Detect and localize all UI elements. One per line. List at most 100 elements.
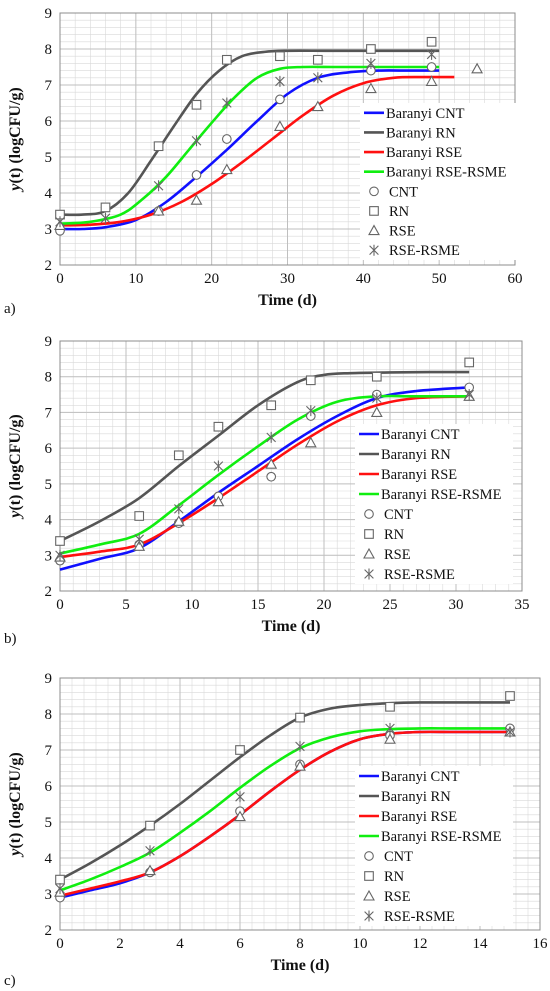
panel-c-legend-background [355, 766, 513, 926]
panel-b-series-line-rse-rsme [59, 394, 470, 555]
panel-c-legend-marker-square [364, 871, 374, 881]
panel-a-data-point-square [275, 51, 285, 62]
panel-a-data-point-square [312, 54, 323, 65]
panel-a-y-tick-label: 8 [45, 42, 53, 58]
panel-b-x-tick-label: 25 [383, 597, 398, 613]
panel-a-y-tick-label: 5 [45, 150, 53, 166]
panel-a-data-point-circle [426, 62, 437, 72]
panel-c-data-point-triangle [294, 760, 306, 771]
panel-a-data-point-triangle [152, 204, 165, 216]
panel-c-data-point-triangle [234, 810, 246, 822]
panel-b-x-tick-label: 15 [251, 597, 266, 613]
panel-a-panel-label: a) [4, 301, 16, 317]
panel-c-legend-entry: RSE [384, 889, 411, 905]
panel-c-y-tick-label: 4 [45, 851, 53, 867]
panel-b-data-point-star [174, 503, 184, 515]
panel-a-legend-entry: RN [389, 204, 410, 220]
panel-b-data-point-star [372, 392, 382, 404]
panel-b-y-tick-label: 3 [45, 548, 53, 564]
panel-c-data-point-star [385, 722, 395, 734]
panel-c-y-tick-label: 3 [45, 887, 53, 903]
panel-c-series-line-rn [59, 701, 510, 881]
panel-b-data-point-star [266, 431, 276, 443]
panel-b-x-tick-label: 30 [449, 597, 464, 613]
panel-a-data-point-star [191, 135, 202, 147]
panel-a-series-line-rse [59, 75, 455, 227]
panel-a-data-point-square [366, 44, 376, 54]
panel-c-legend-marker-star [364, 910, 374, 922]
panel-c-data-point-triangle [144, 864, 156, 876]
panel-c-legend-entry: Baranyi RSE-RSME [381, 829, 502, 845]
panel-b-data-point-square [464, 357, 475, 368]
panel-a-x-tick-label: 20 [204, 271, 219, 287]
panel-b-data-point-triangle [172, 515, 185, 526]
panel-a-y-tick-label: 3 [45, 222, 53, 238]
panel-c-legend-entry: CNT [384, 849, 413, 865]
panel-c-legend-marker-circle [364, 851, 374, 861]
panel-a-data-point-circle [191, 170, 202, 180]
panel-a-data-point-triangle [311, 100, 324, 112]
panel-a-data-point-triangle [364, 82, 377, 94]
panel-b-y-tick-label: 4 [45, 513, 53, 529]
panel-a-data-point-star [222, 97, 232, 109]
panel-c-data-point-triangle [384, 733, 396, 744]
panel-b-data-point-square [173, 450, 184, 461]
panel-b-x-tick-label: 35 [515, 597, 530, 613]
panel-a-data-point-triangle [471, 62, 484, 74]
panel-b-legend-entry: RSE [384, 547, 411, 563]
panel-b-x-tick-label: 5 [122, 597, 130, 613]
panel-b-data-point-star [134, 533, 144, 545]
panel-b-y-tick-label: 8 [45, 370, 53, 386]
panel-c-data-point-square [145, 820, 155, 831]
panel-a-legend-marker-square [369, 206, 379, 216]
panel-c-legend-entry: Baranyi CNT [381, 769, 460, 785]
panel-a-data-point-circle [275, 94, 285, 105]
panel-a-legend-marker-triangle [368, 224, 380, 236]
panel-a-y-tick-label: 7 [45, 78, 53, 94]
panel-c-data-point-square [55, 874, 65, 885]
panel-b-legend-background [355, 424, 513, 584]
panel-b-panel-label: b) [4, 631, 17, 647]
panel-a-y-tick-label: 4 [45, 186, 53, 202]
panel-b-y-tick-label: 6 [45, 441, 53, 457]
panel-b-data-point-star [213, 460, 224, 472]
panel-b-y-tick-label: 7 [45, 405, 53, 421]
panel-c-data-point-square [235, 745, 245, 755]
panel-b-data-point-triangle [370, 406, 383, 417]
panel-b-data-point-triangle [133, 540, 146, 551]
panel-a-data-point-triangle [190, 194, 203, 205]
panel-b-x-tick-label: 0 [56, 597, 64, 613]
panel-c-y-tick-label: 8 [45, 707, 53, 723]
panel-c-data-point-square [295, 712, 305, 723]
panel-b-legend-entry: CNT [384, 507, 413, 523]
panel-c-legend-entry: Baranyi RN [381, 789, 451, 805]
panel-c-x-tick-label: 8 [296, 936, 304, 952]
panel-b-data-point-triangle [304, 436, 317, 448]
panel-a-legend-entry: Baranyi RSE [386, 145, 462, 161]
panel-a-data-point-square [221, 54, 232, 65]
panel-b-legend-entry: RN [384, 527, 405, 543]
panel-b-data-point-star [55, 549, 65, 561]
panel-b-legend-entry: Baranyi RSE-RSME [381, 487, 502, 503]
panel-a-x-axis-label: Time (d) [258, 292, 317, 309]
panel-c-x-tick-label: 16 [533, 936, 549, 952]
panel-b-data-point-triangle [212, 495, 225, 507]
panel-b-data-point-square [371, 371, 382, 382]
panel-a-data-point-star [313, 72, 323, 84]
panel-a-x-tick-label: 60 [508, 271, 523, 287]
panel-a-legend-background [360, 103, 518, 260]
panel-c-data-point-star [55, 883, 65, 895]
panel-b: 0 5 10 15 20 25 30 35 2 3 4 5 6 7 8 9 Time (d) y(t) (logC… [4, 334, 530, 647]
panel-a-x-tick-label: 30 [280, 271, 295, 287]
panel-a-legend: Baranyi CNT Baranyi RN Baranyi RSE Baranyi … [360, 103, 518, 260]
panel-b-legend-entry: Baranyi RN [381, 447, 451, 463]
panel-a-legend-entry: Baranyi RN [386, 125, 456, 141]
panel-a-legend-entry: RSE [389, 224, 416, 240]
panel-c-legend-entry: RSE-RSME [384, 909, 455, 925]
panel-c-data-point-square [505, 691, 515, 701]
panel-c-x-tick-label: 6 [236, 936, 244, 952]
panel-b-data-point-square [213, 421, 224, 432]
panel-b-data-point-square [134, 511, 145, 521]
panel-c-panel-label: c) [4, 973, 16, 989]
